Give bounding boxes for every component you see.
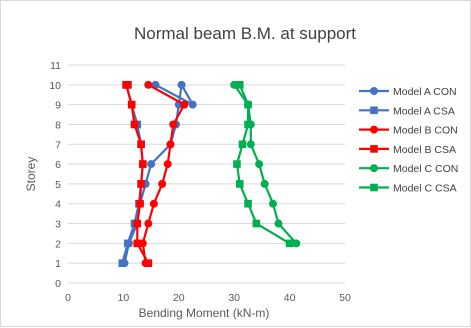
legend-entry: Model A CSA [359,105,455,117]
data-point [144,259,153,267]
legend-label: Model C CON [393,163,458,175]
data-point [166,140,175,149]
data-point [124,81,132,89]
legend-marker [370,183,378,192]
data-point [177,80,186,89]
y-tick-label: 9 [55,100,61,112]
legend-label: Model C CSA [393,183,457,195]
y-tick-label: 1 [55,258,61,270]
x-axis-title: Bending Moment (kN-m) [139,306,270,320]
legend-label: Model B CON [393,125,458,137]
data-point [133,219,142,228]
legend-marker [370,145,378,153]
data-point [180,100,189,109]
data-point [144,219,153,228]
data-point [244,100,252,109]
legend-entry: Model C CSA [359,183,457,195]
y-tick-label: 0 [55,278,61,290]
chart-title: Normal beam B.M. at support [134,24,356,43]
data-point [133,239,142,248]
legend-marker [370,164,378,173]
legend-entry: Model A CON [359,86,457,98]
data-point [147,160,156,169]
y-tick-label: 5 [55,179,61,191]
y-tick-label: 3 [55,219,61,231]
series-line [141,83,186,264]
x-tick-label: 50 [339,292,351,304]
y-tick-label: 11 [50,60,61,72]
data-point [252,219,261,228]
data-point [149,199,158,208]
legend-marker [370,106,378,115]
data-point [137,140,145,149]
series-5 [233,81,294,248]
series-layer [118,80,301,268]
x-tick-label: 40 [284,292,296,304]
data-point [138,160,147,168]
data-point [144,80,153,89]
data-point [285,239,294,248]
x-tick-label: 0 [65,292,71,304]
legend-marker [370,125,378,134]
data-point [169,120,178,129]
legend-entry: Model B CON [359,125,458,137]
legend-entry: Model B CSA [359,144,456,156]
y-tick-label: 10 [49,80,61,92]
series-3 [122,81,153,267]
legend-label: Model B CSA [393,144,456,156]
series-2 [138,80,189,268]
axes: 0 1 2 3 4 5 6 7 8 9 10 11 0 10 20 30 40 50 [49,60,351,304]
y-tick-label: 8 [55,119,61,131]
data-point [158,179,167,188]
data-point [244,199,252,208]
data-point [244,120,252,129]
data-point [188,100,197,109]
data-point [136,199,144,208]
data-point [292,239,301,248]
data-point [235,81,244,89]
data-point [163,160,172,169]
data-point [130,120,139,129]
y-axis-title: Storey [24,157,38,192]
data-point [118,259,127,267]
data-point [238,140,247,149]
data-point [255,160,264,169]
data-point [268,199,277,208]
legend: Model A CON Model A CSA Model B CON Model B… [359,86,458,195]
legend-entry: Model C CON [359,163,458,175]
legend-label: Model A CON [393,86,457,98]
x-tick-label: 30 [228,292,240,304]
data-point [233,160,241,168]
data-point [137,180,145,188]
y-tick-label: 2 [55,238,61,250]
y-tick-label: 6 [55,159,61,171]
data-point [260,179,269,188]
data-point [274,219,283,228]
data-point [127,100,136,109]
x-tick-label: 20 [173,292,185,304]
legend-label: Model A CSA [393,105,455,117]
legend-marker [370,87,378,95]
data-point [124,239,132,248]
y-tick-label: 4 [55,199,61,211]
data-point [235,180,244,188]
x-tick-label: 10 [118,292,130,304]
y-tick-label: 7 [55,139,61,151]
gridlines [68,64,345,284]
data-point [246,140,255,149]
